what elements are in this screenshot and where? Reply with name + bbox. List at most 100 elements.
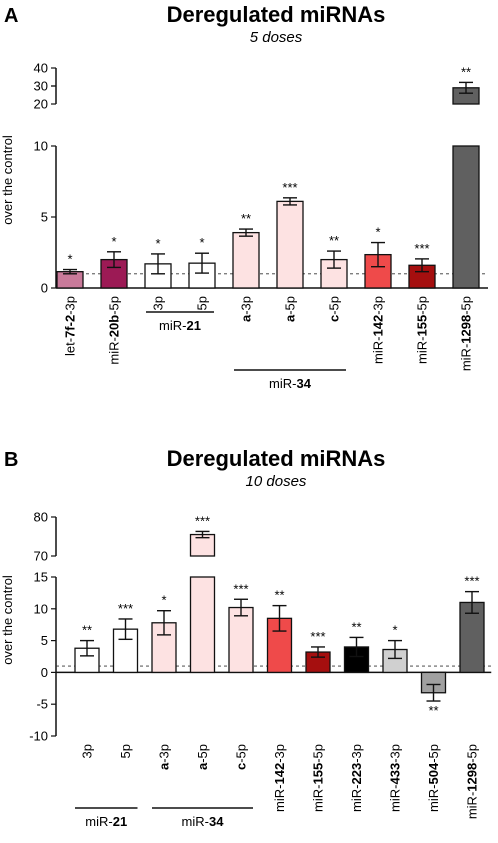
a-ytick-label: 10 bbox=[34, 139, 48, 154]
chart-a: 0510203040*let-7f-2-3p*miR-20b-5p*3p*5p*… bbox=[34, 61, 488, 391]
a-bar bbox=[452, 145, 480, 289]
a-significance-label: ** bbox=[329, 233, 339, 248]
b-category-bold: c bbox=[234, 763, 249, 770]
b-category-label: miR-155-5p bbox=[311, 744, 326, 812]
a-category-suffix: 5p bbox=[195, 296, 210, 310]
panel-b-letter: B bbox=[4, 449, 18, 471]
b-category-label: 5p bbox=[118, 744, 133, 758]
a-ytick-label: 5 bbox=[41, 210, 48, 225]
b-category-prefix: miR- bbox=[349, 785, 364, 812]
b-category-label: miR-142-3p bbox=[272, 744, 287, 812]
a-bar bbox=[276, 200, 304, 289]
a-category-label: c-5p bbox=[327, 296, 342, 322]
b-significance-label: *** bbox=[118, 601, 133, 616]
a-category-prefix: miR- bbox=[107, 337, 122, 364]
b-ytick-label: 15 bbox=[34, 570, 48, 585]
a-category-prefix: let- bbox=[63, 338, 78, 356]
b-category-label: c-5p bbox=[234, 744, 249, 770]
a-group-label-bold: 21 bbox=[186, 318, 200, 333]
a-category-prefix: miR- bbox=[459, 344, 474, 371]
a-category-label: miR-1298-5p bbox=[459, 296, 474, 371]
panel-b-ylabel: over the control bbox=[0, 575, 15, 665]
b-category-label: miR-433-3p bbox=[388, 744, 403, 812]
panel-a-letter: A bbox=[4, 5, 18, 27]
b-category-bold: 504 bbox=[426, 762, 441, 784]
b-category-bold: 155 bbox=[311, 763, 326, 785]
a-ytick-label: 30 bbox=[34, 79, 48, 94]
a-significance-label: * bbox=[199, 235, 204, 250]
b-ytick-label: 80 bbox=[34, 510, 48, 525]
b-category-suffix: 5p bbox=[118, 744, 133, 758]
a-category-label: let-7f-2-3p bbox=[63, 296, 78, 356]
b-category-suffix: -5p bbox=[234, 744, 249, 763]
b-category-prefix: miR- bbox=[272, 785, 287, 812]
a-bar bbox=[232, 231, 260, 289]
a-significance-label: * bbox=[111, 234, 116, 249]
b-significance-label: * bbox=[392, 623, 397, 638]
a-significance-label: * bbox=[375, 225, 380, 240]
a-category-bold: 20b bbox=[107, 315, 122, 337]
a-significance-label: * bbox=[67, 252, 72, 267]
b-category-prefix: miR- bbox=[465, 792, 480, 819]
b-bar bbox=[228, 606, 254, 674]
b-ytick-label: -10 bbox=[29, 729, 48, 744]
panel-a-ylabel: over the control bbox=[0, 135, 15, 225]
a-category-bold: c bbox=[327, 315, 342, 322]
panel-a-title: Deregulated miRNAs bbox=[167, 2, 386, 27]
b-group-label-prefix: miR- bbox=[85, 814, 112, 829]
b-category-label: miR-223-3p bbox=[349, 744, 364, 812]
b-group-label-bold: 34 bbox=[209, 814, 224, 829]
a-category-label: miR-142-3p bbox=[371, 296, 386, 364]
b-category-suffix: -5p bbox=[311, 744, 326, 763]
b-category-suffix: -5p bbox=[465, 744, 480, 763]
a-category-suffix: -3p bbox=[63, 296, 78, 315]
b-significance-label: ** bbox=[428, 703, 438, 718]
b-significance-label: ** bbox=[82, 623, 92, 638]
b-category-bold: 1298 bbox=[465, 763, 480, 792]
b-group-label: miR-34 bbox=[182, 814, 225, 829]
b-category-prefix: miR- bbox=[311, 785, 326, 812]
b-category-suffix: -5p bbox=[426, 744, 441, 763]
b-significance-label: *** bbox=[195, 513, 210, 528]
b-category-suffix: -3p bbox=[388, 744, 403, 763]
a-category-bold: 142 bbox=[371, 315, 386, 337]
a-category-suffix: -5p bbox=[415, 296, 430, 315]
panel-b-title: Deregulated miRNAs bbox=[167, 446, 386, 471]
a-category-bold: a bbox=[239, 314, 254, 322]
a-category-prefix: miR- bbox=[371, 337, 386, 364]
b-ytick-label: 70 bbox=[34, 549, 48, 564]
chart-b: -10-50510157080**3p***5p*a-3p***a-5p***c… bbox=[29, 510, 492, 829]
a-significance-label: *** bbox=[282, 180, 297, 195]
b-category-label: miR-1298-5p bbox=[465, 744, 480, 819]
a-category-label: miR-20b-5p bbox=[107, 296, 122, 365]
b-significance-label: ** bbox=[274, 588, 284, 603]
b-group-label: miR-21 bbox=[85, 814, 127, 829]
b-category-suffix: -3p bbox=[157, 744, 172, 763]
b-category-bold: a bbox=[157, 762, 172, 770]
a-group-label-prefix: miR- bbox=[269, 376, 296, 391]
a-category-suffix: -3p bbox=[371, 296, 386, 315]
b-ytick-label: -5 bbox=[36, 697, 48, 712]
a-group-label: miR-34 bbox=[269, 376, 312, 391]
a-category-suffix: -5p bbox=[459, 296, 474, 315]
a-category-label: a-5p bbox=[283, 296, 298, 322]
b-significance-label: *** bbox=[233, 581, 248, 596]
a-category-label: 5p bbox=[195, 296, 210, 310]
b-significance-label: * bbox=[161, 593, 166, 608]
a-group-label-bold: 34 bbox=[296, 376, 311, 391]
a-category-suffix: 3p bbox=[151, 296, 166, 310]
b-ytick-label: 0 bbox=[41, 665, 48, 680]
a-category-prefix: miR- bbox=[415, 337, 430, 364]
panel-b-subtitle: 10 doses bbox=[246, 473, 307, 490]
b-category-suffix: 3p bbox=[80, 744, 95, 758]
a-group-label-prefix: miR- bbox=[159, 318, 186, 333]
b-group-label-prefix: miR- bbox=[182, 814, 209, 829]
b-category-bold: 142 bbox=[272, 763, 287, 785]
b-category-label: miR-504-5p bbox=[426, 744, 441, 812]
a-category-bold: 155 bbox=[415, 315, 430, 337]
b-category-label: a-3p bbox=[157, 744, 172, 770]
b-category-bold: 223 bbox=[349, 763, 364, 785]
b-group-label-bold: 21 bbox=[113, 814, 127, 829]
b-significance-label: ** bbox=[351, 619, 361, 634]
